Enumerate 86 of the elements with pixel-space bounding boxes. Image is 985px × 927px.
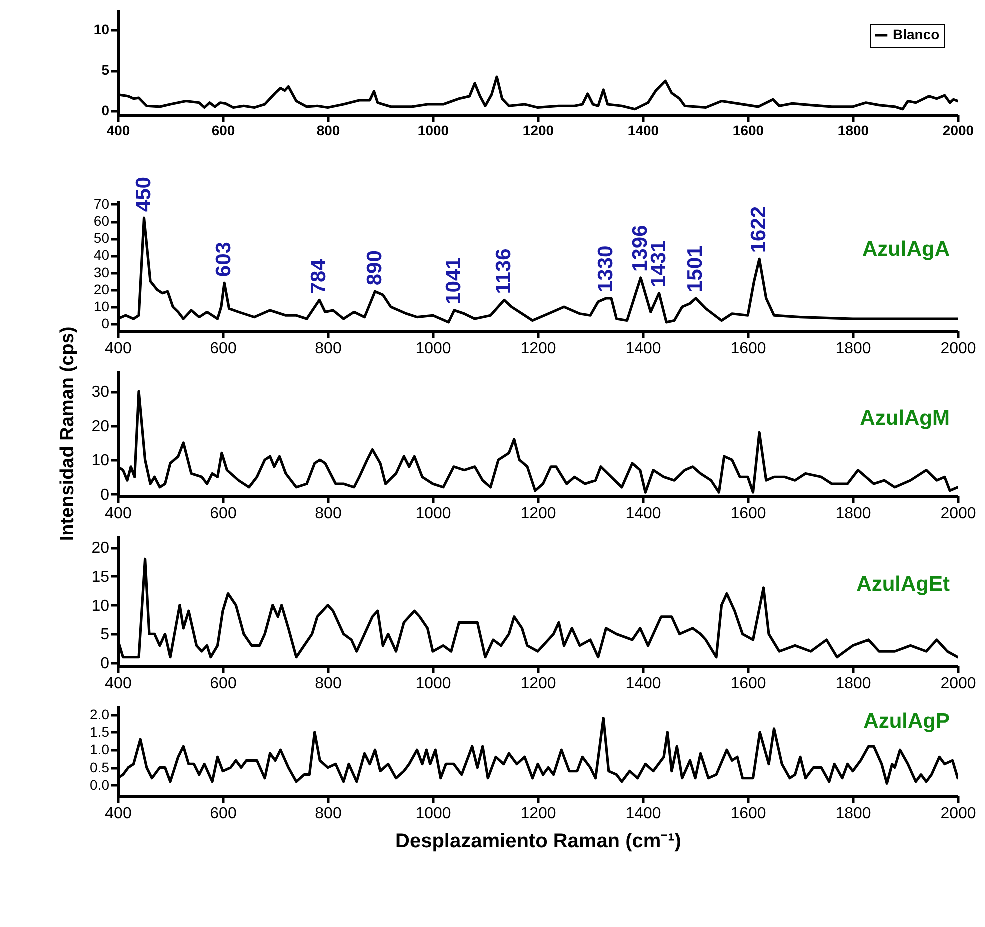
x-tick-label: 400 xyxy=(106,122,130,138)
x-tick-label: 400 xyxy=(105,506,132,522)
text: AzulAgEt xyxy=(856,573,950,596)
y-tick-label: 0.0 xyxy=(90,776,110,793)
y-tick-label: 0 xyxy=(102,102,110,118)
x-tick-label: 1600 xyxy=(730,340,766,358)
x-tick-label: 1200 xyxy=(520,806,556,822)
y-tick-label: 2.0 xyxy=(90,706,110,722)
x-tick-label: 600 xyxy=(210,676,237,692)
x-tick-label: 800 xyxy=(315,340,342,358)
x-tick-label: 1800 xyxy=(836,676,872,692)
x-tick-label: 400 xyxy=(105,676,132,692)
x-tick-label: 2000 xyxy=(940,676,976,692)
x-tick-label: 1400 xyxy=(628,122,660,138)
x-tick-label: 1000 xyxy=(416,806,452,822)
x-tick-label: 2000 xyxy=(940,806,976,822)
series-label: AzulAgM xyxy=(860,407,950,430)
annotation: 603 xyxy=(212,242,236,278)
x-tick-label: 1000 xyxy=(416,340,452,358)
x-tick-label: 1800 xyxy=(836,806,872,822)
y-tick-label: 10 xyxy=(94,298,110,315)
y-tick-label: 10 xyxy=(92,452,110,470)
x-tick-label: 600 xyxy=(210,340,237,358)
x-tick-label: 1800 xyxy=(836,506,872,522)
x-tick-label: 1800 xyxy=(838,122,870,138)
y-tick-label: 60 xyxy=(94,213,110,230)
x-tick-label: 1600 xyxy=(730,506,766,522)
x-tick-label: 1200 xyxy=(520,506,556,522)
x-tick-label: 800 xyxy=(315,806,342,822)
x-tick-label: 1600 xyxy=(730,806,766,822)
y-tick-label: 40 xyxy=(94,247,110,264)
series-label: AzulAgP xyxy=(864,710,950,733)
x-tick-label: 1200 xyxy=(522,122,554,138)
text: AzulAgA xyxy=(862,238,950,261)
y-tick-label: 0 xyxy=(100,486,110,504)
x-tick-label: 800 xyxy=(316,122,340,138)
y-tick-label: 70 xyxy=(94,196,110,212)
y-tick-label: 20 xyxy=(92,540,110,558)
x-tick-label: 1600 xyxy=(732,122,764,138)
y-tick-label: 5 xyxy=(100,626,110,644)
y-tick-label: 30 xyxy=(94,264,110,280)
legend-label: Blanco xyxy=(893,26,940,42)
y-tick-label: 0 xyxy=(100,656,110,673)
x-tick-label: 1400 xyxy=(626,676,662,692)
y-tick-label: 0.5 xyxy=(90,759,110,776)
x-tick-label: 1000 xyxy=(416,676,452,692)
x-tick-label: 1600 xyxy=(730,676,766,692)
annotation: 1501 xyxy=(684,245,708,292)
x-tick-label: 1200 xyxy=(520,340,556,358)
y-tick-label: 15 xyxy=(92,568,110,586)
annotation: 1330 xyxy=(594,246,618,292)
annotation: 1136 xyxy=(492,248,516,294)
x-tick-label: 400 xyxy=(105,340,132,358)
annotation: 1041 xyxy=(442,257,466,304)
x-tick-label: 800 xyxy=(315,506,342,522)
y-tick-label: 30 xyxy=(92,384,110,402)
y-tick-label: 20 xyxy=(94,281,110,298)
y-tick-label: 5 xyxy=(102,62,110,78)
x-tick-label: 1400 xyxy=(626,506,662,522)
x-tick-label: 1800 xyxy=(836,340,872,358)
x-tick-label: 800 xyxy=(315,676,342,692)
y-tick-label: 1.0 xyxy=(90,742,110,758)
x-tick-label: 400 xyxy=(105,806,132,822)
x-tick-label: 1000 xyxy=(416,506,452,522)
x-tick-label: 600 xyxy=(212,122,236,138)
y-axis-title: Intensidad Raman (cps) xyxy=(58,326,79,542)
x-tick-label: 1400 xyxy=(626,340,662,358)
y-tick-label: 1.5 xyxy=(90,724,110,740)
x-tick-label: 600 xyxy=(210,506,237,522)
y-tick-label: 0 xyxy=(102,316,110,332)
annotation: 784 xyxy=(308,258,331,294)
y-tick-label: 10 xyxy=(94,22,110,38)
x-tick-label: 2000 xyxy=(940,506,976,522)
x-tick-label: 1200 xyxy=(520,676,556,692)
annotation: 1622 xyxy=(748,206,771,254)
y-tick-label: 10 xyxy=(92,598,110,615)
x-axis-title: Desplazamiento Raman (cm⁻¹) xyxy=(396,830,682,852)
annotation: 890 xyxy=(363,250,386,286)
x-tick-label: 2000 xyxy=(942,122,974,138)
x-tick-label: 1000 xyxy=(418,122,450,138)
y-tick-label: 20 xyxy=(92,418,110,436)
x-tick-label: 1400 xyxy=(626,806,662,822)
annotation: 450 xyxy=(132,177,156,212)
x-tick-label: 600 xyxy=(210,806,237,822)
x-tick-label: 2000 xyxy=(940,340,976,358)
y-tick-label: 50 xyxy=(94,230,110,246)
